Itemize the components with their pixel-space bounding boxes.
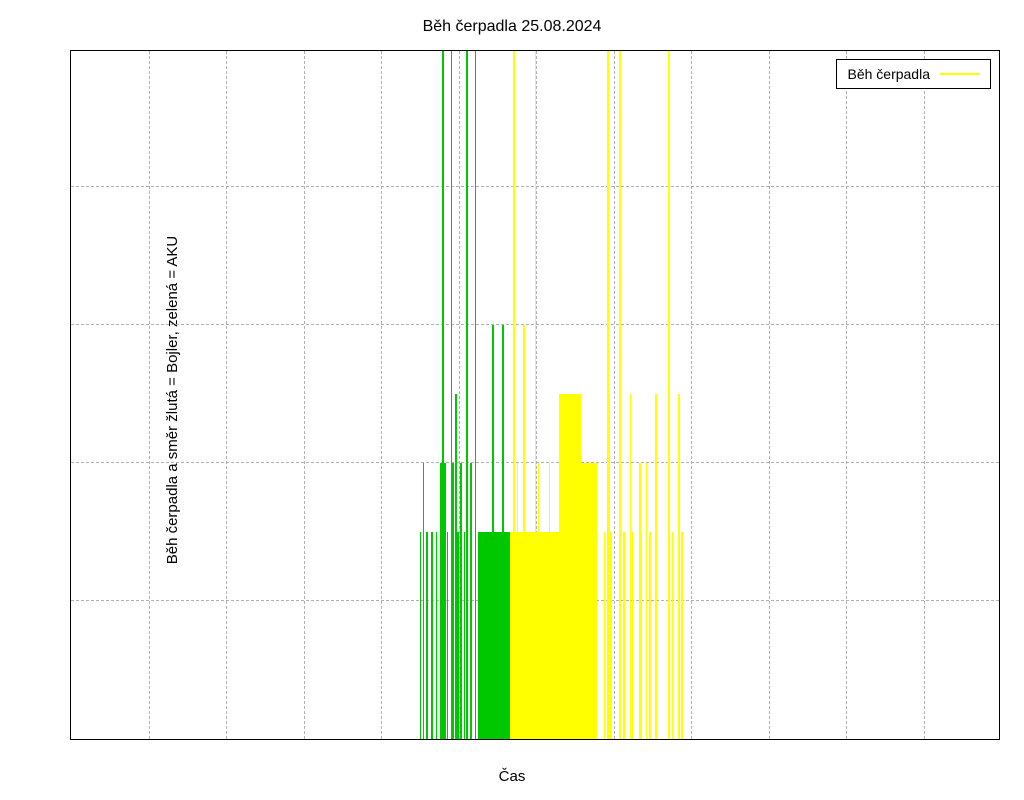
series-impulse (464, 532, 466, 739)
legend: Běh čerpadla (836, 59, 991, 89)
series-impulse (466, 50, 468, 739)
series-impulse (460, 463, 462, 739)
series-impulse (513, 50, 515, 739)
series-impulse (655, 394, 657, 739)
series-impulse (447, 532, 449, 739)
grid-line (304, 51, 305, 739)
x-axis-label: Čas (0, 768, 1024, 785)
series-impulse (517, 463, 519, 739)
legend-swatch (940, 73, 980, 75)
series-block (478, 532, 510, 739)
series-impulse (678, 394, 680, 739)
series-impulse (452, 463, 454, 739)
series-impulse (475, 50, 477, 739)
grid-line (846, 51, 847, 739)
grid-line (924, 51, 925, 739)
series-impulse (620, 50, 622, 739)
series-impulse (646, 463, 648, 739)
series-impulse (436, 532, 438, 739)
grid-line (614, 51, 615, 739)
series-impulse (535, 50, 537, 739)
series-impulse (610, 532, 612, 739)
series-impulse (420, 532, 422, 739)
grid-line (769, 51, 770, 739)
series-impulse (444, 463, 446, 739)
series-impulse (470, 463, 472, 739)
series-impulse (549, 463, 551, 739)
series-impulse (623, 532, 625, 739)
series-block (559, 394, 582, 739)
series-impulse (649, 532, 651, 739)
series-impulse (672, 532, 674, 739)
series-impulse (604, 532, 606, 739)
series-impulse (457, 532, 459, 739)
grid-line (226, 51, 227, 739)
grid-line (381, 51, 382, 739)
chart-container: Běh čerpadla 25.08.2024 Běh čerpadla a s… (0, 0, 1024, 800)
series-impulse (641, 532, 643, 739)
series-impulse (426, 532, 428, 739)
grid-line (691, 51, 692, 739)
series-impulse (632, 532, 634, 739)
plot-area: 02040608010000:0002:0004:0006:0008:0010:… (70, 50, 1000, 740)
series-impulse (538, 463, 540, 739)
grid-line (149, 51, 150, 739)
chart-title: Běh čerpadla 25.08.2024 (0, 18, 1024, 36)
series-impulse (492, 325, 494, 739)
series-impulse (502, 325, 504, 739)
series-impulse (431, 532, 433, 739)
series-impulse (668, 50, 670, 739)
series-impulse (523, 325, 525, 739)
series-impulse (423, 463, 425, 739)
series-impulse (681, 532, 683, 739)
legend-label: Běh čerpadla (847, 66, 930, 82)
series-block (581, 463, 597, 739)
